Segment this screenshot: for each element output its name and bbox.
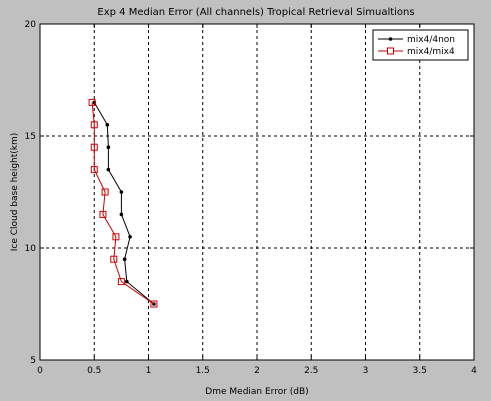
legend-marker-2 (387, 47, 394, 55)
y-tick-label: 10 (25, 244, 37, 254)
data-point-square (90, 121, 98, 129)
data-point-square (117, 278, 125, 286)
data-point-dot (125, 279, 129, 284)
data-point-square (110, 255, 118, 263)
data-point-dot (128, 235, 132, 239)
legend-box (372, 29, 469, 61)
data-point-square (90, 143, 98, 151)
series-1 (92, 100, 156, 306)
data-point-dot (105, 123, 110, 127)
x-tick-label: 0 (37, 366, 43, 376)
data-point-dot (119, 212, 124, 217)
x-tick-label: 3 (363, 366, 369, 376)
x-tick-label: 4 (471, 366, 477, 376)
y-tick-label: 15 (25, 132, 36, 142)
x-tick-label: 2.5 (304, 366, 318, 376)
legend-label-2: mix4/mix4 (407, 47, 455, 57)
x-axis-label: Dme Median Error (dB) (205, 387, 308, 397)
data-point-square (88, 98, 96, 106)
x-tick-label: 1 (146, 366, 152, 376)
data-point-square (101, 188, 109, 196)
data-point-square (99, 210, 107, 218)
series-line (91, 102, 155, 305)
plot-frame (39, 23, 475, 361)
data-point-dot (106, 167, 111, 172)
chart-title: Exp 4 Median Error (All channels) Tropic… (97, 7, 414, 18)
data-point-dot (119, 190, 124, 194)
x-tick-label: 0.5 (87, 366, 101, 376)
y-tick-label: 5 (30, 356, 36, 366)
x-tick-label: 1.5 (196, 366, 210, 376)
series-2 (88, 98, 158, 308)
data-point-dot (106, 145, 111, 149)
x-tick-label: 2 (254, 366, 260, 376)
series-line (93, 102, 155, 305)
x-tick-label: 3.5 (413, 366, 427, 376)
axis-ticks: 0 0.5 1 1.5 2 2.5 3 3.5 4 5 10 15 20 (25, 20, 478, 376)
data-point-square (90, 166, 98, 174)
legend-label-1: mix4/4non (407, 35, 455, 45)
legend: mix4/4non mix4/mix4 (372, 29, 469, 61)
data-point-square (150, 300, 158, 308)
grid-lines (40, 24, 474, 360)
legend-marker-1 (388, 37, 393, 41)
data-point-dot (122, 257, 127, 262)
y-axis-label: Ice Cloud base height(km) (10, 133, 20, 252)
y-tick-label: 20 (25, 20, 37, 30)
series-layer (88, 98, 158, 308)
data-point-square (112, 233, 120, 241)
